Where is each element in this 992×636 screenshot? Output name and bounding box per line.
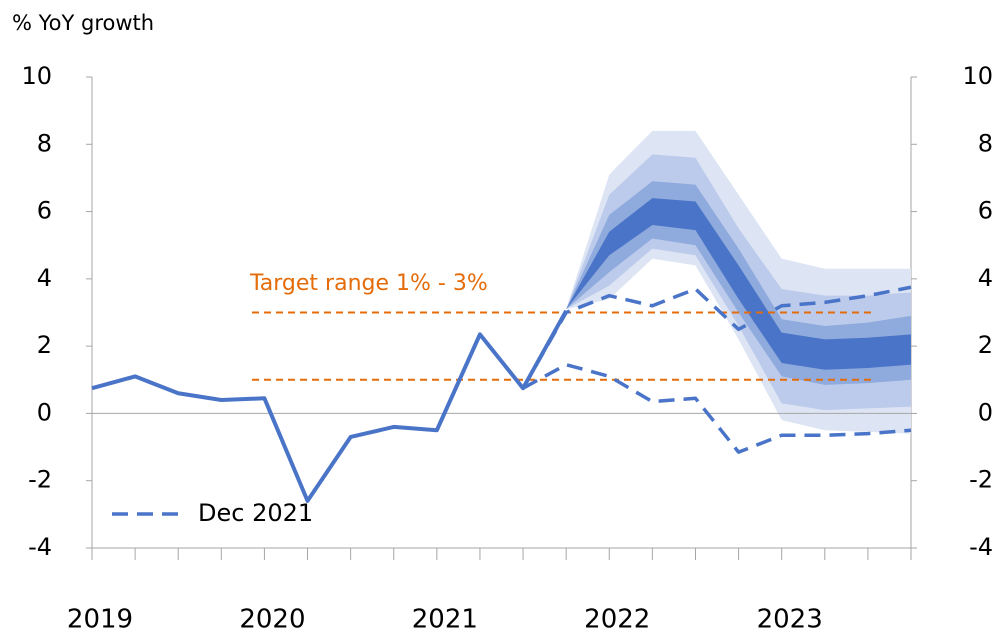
y-tick-label: 4 [37,264,52,292]
y2-tick-label: -2 [969,466,992,494]
x-tick-label: 2022 [584,605,650,635]
y-tick-label: 0 [37,398,52,426]
x-tick-label: 2021 [412,605,478,635]
legend-label: Dec 2021 [198,499,313,527]
y2-tick-label: 6 [978,197,992,225]
x-tick-label: 2020 [239,605,305,635]
y-tick-label: 10 [21,62,52,90]
y-tick-label: 8 [37,129,52,157]
y-tick-label: -2 [28,466,52,494]
y2-tick-label: 2 [978,331,992,359]
y-tick-label: 6 [37,197,52,225]
y2-tick-label: 0 [978,398,992,426]
axis-label: % YoY growth [12,11,154,35]
y-tick-label: 2 [37,331,52,359]
y2-tick-label: 8 [978,129,992,157]
y2-tick-label: -4 [969,533,992,561]
fan-band [566,198,911,370]
line [91,309,568,503]
dashed-line [521,285,912,390]
y2-tick-label: 10 [962,62,992,90]
x-tick-label: 2019 [67,605,133,635]
target-label: Target range 1% - 3% [249,271,488,296]
x-tick-label: 2023 [757,605,823,635]
y-tick-label: -4 [28,533,52,561]
y2-tick-label: 4 [978,264,992,292]
